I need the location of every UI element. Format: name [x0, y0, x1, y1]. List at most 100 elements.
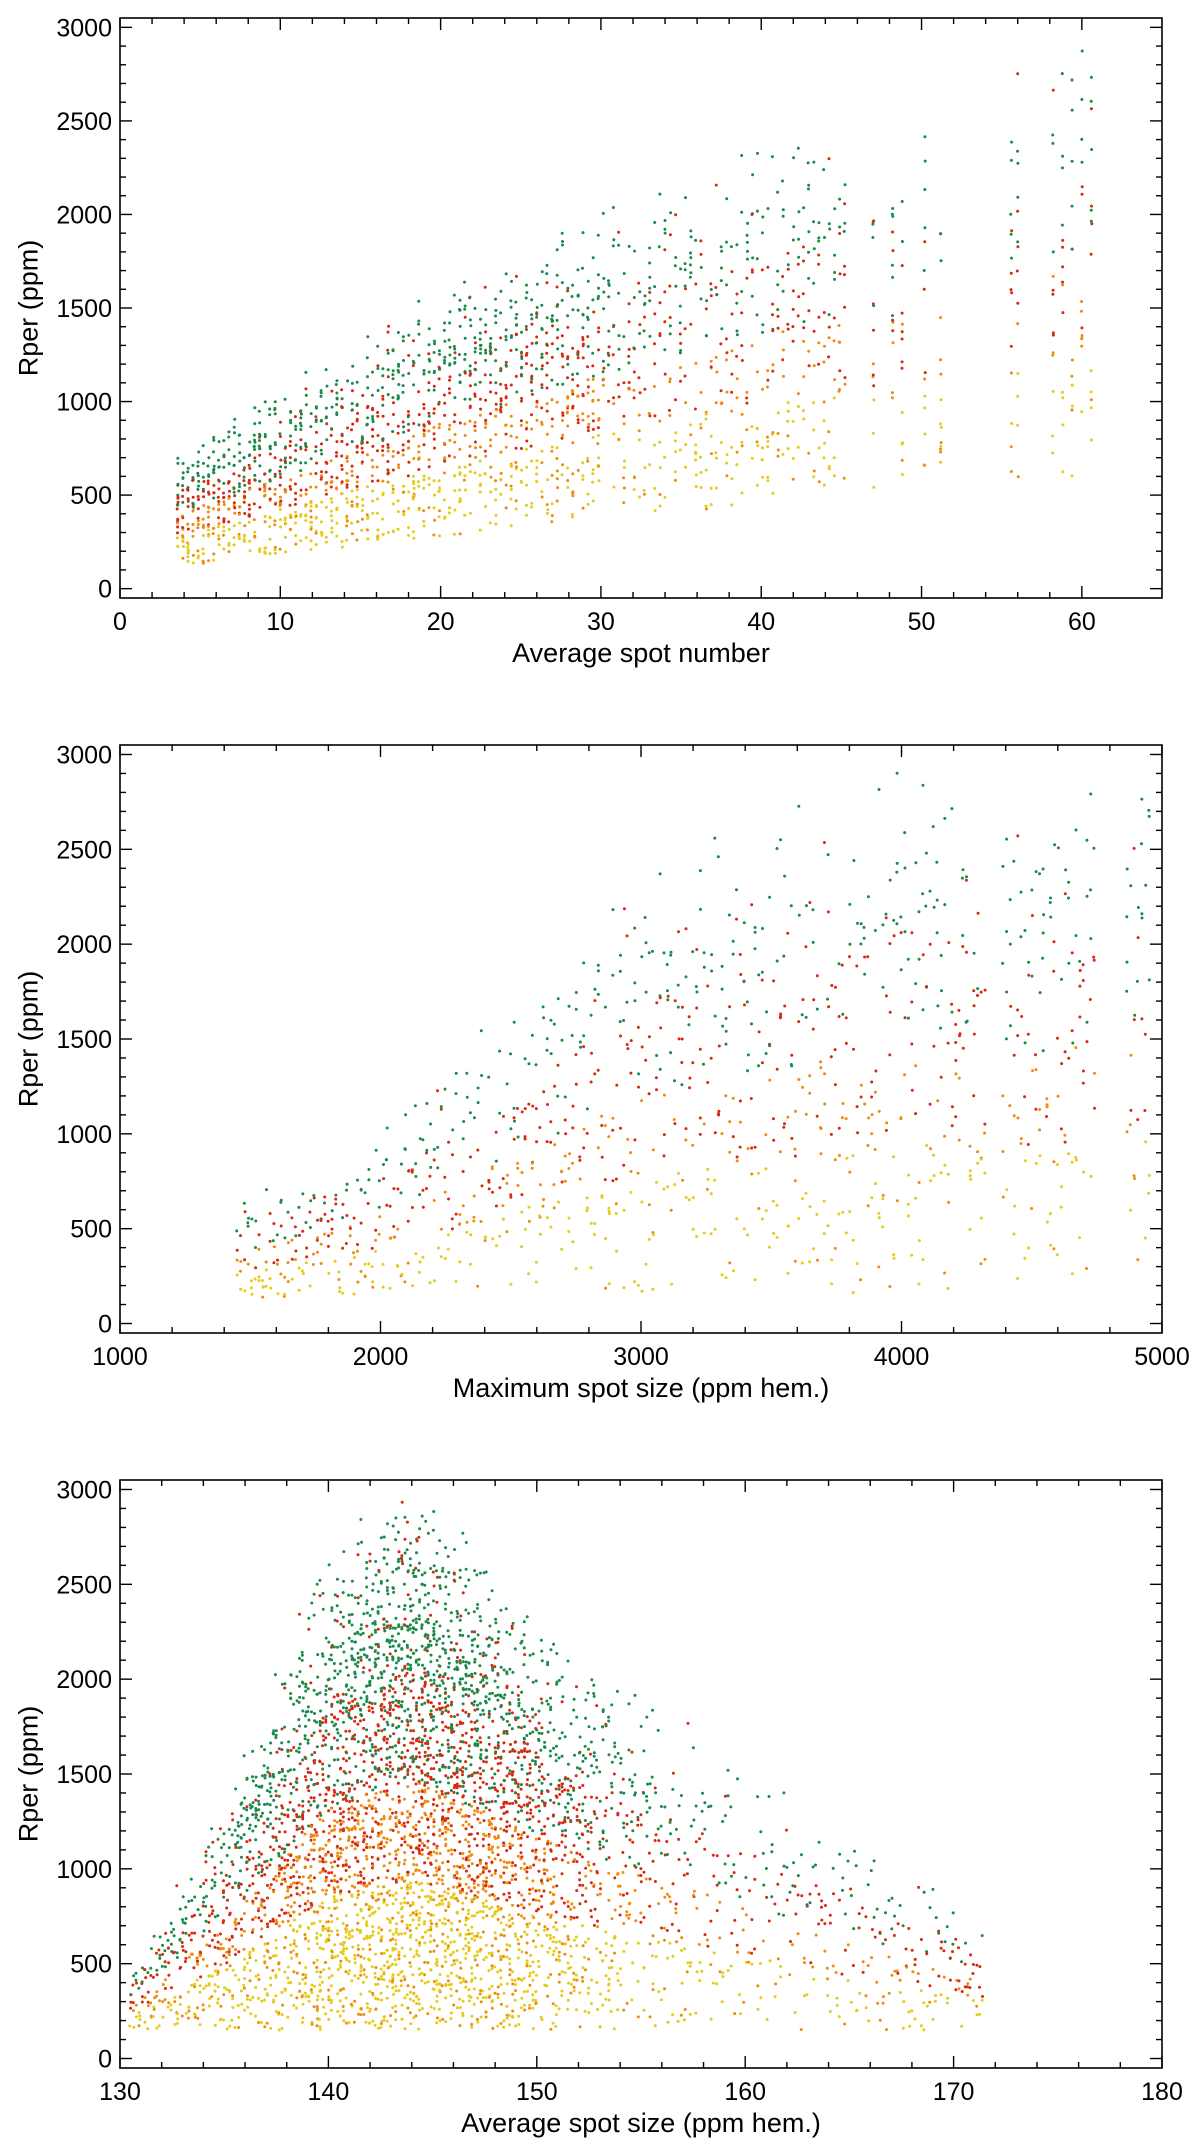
scatter-point	[301, 2002, 305, 2006]
scatter-point	[262, 1830, 266, 1834]
scatter-point	[304, 1976, 308, 1980]
scatter-point	[750, 1172, 754, 1176]
scatter-point	[283, 459, 287, 463]
scatter-point	[397, 362, 400, 366]
scatter-point	[766, 475, 770, 479]
scatter-point	[448, 321, 452, 325]
scatter-point	[437, 349, 441, 353]
scatter-point	[1081, 1081, 1085, 1085]
scatter-point	[412, 536, 416, 540]
scatter-point	[181, 500, 185, 504]
scatter-point	[297, 1288, 301, 1292]
scatter-point	[950, 1105, 954, 1109]
scatter-point	[213, 1933, 217, 1937]
scatter-point	[322, 1860, 325, 1864]
scatter-point	[637, 429, 641, 433]
scatter-point	[163, 1987, 167, 1990]
scatter-point	[725, 453, 729, 457]
scatter-point	[274, 1736, 278, 1740]
scatter-point	[283, 456, 287, 460]
scatter-point	[258, 547, 262, 551]
scatter-point	[578, 1155, 582, 1159]
scatter-point	[489, 351, 493, 355]
scatter-point	[151, 1975, 155, 1979]
scatter-point	[1070, 1160, 1074, 1164]
scatter-point	[437, 377, 441, 381]
scatter-point	[772, 1138, 776, 1142]
scatter-point	[299, 539, 303, 543]
scatter-point	[304, 1221, 308, 1224]
scatter-point	[292, 1875, 296, 1878]
scatter-point	[597, 479, 601, 483]
scatter-point	[265, 1992, 269, 1996]
scatter-point	[704, 334, 708, 337]
scatter-point	[651, 1148, 655, 1152]
scatter-point	[957, 1076, 961, 1080]
scatter-point	[353, 1704, 357, 1708]
scatter-point	[648, 463, 652, 467]
scatter-point	[509, 383, 513, 387]
scatter-point	[289, 1943, 293, 1947]
scatter-point	[827, 313, 831, 317]
scatter-point	[273, 406, 277, 410]
scatter-point	[698, 1047, 702, 1051]
scatter-point	[355, 480, 359, 484]
scatter-point	[1051, 141, 1055, 145]
scatter-point	[347, 1972, 350, 1976]
scatter-point	[432, 1199, 436, 1202]
scatter-point	[545, 263, 549, 267]
scatter-point	[163, 1998, 167, 2002]
scatter-point	[570, 295, 574, 298]
scatter-point	[279, 1272, 283, 1276]
scatter-point	[717, 1044, 721, 1048]
scatter-point	[350, 532, 354, 536]
scatter-point	[1085, 1267, 1088, 1270]
scatter-point	[454, 1071, 458, 1075]
scatter-point	[791, 477, 795, 481]
scatter-point	[336, 1731, 340, 1735]
scatter-point	[1089, 1174, 1093, 1178]
scatter-point	[589, 1221, 593, 1225]
scatter-point	[574, 1082, 578, 1086]
scatter-point	[1016, 1277, 1020, 1280]
scatter-point	[1061, 283, 1065, 287]
scatter-point	[235, 1229, 239, 1233]
scatter-point	[304, 387, 308, 391]
scatter-point	[776, 283, 780, 287]
scatter-point	[232, 501, 236, 505]
scatter-point	[315, 1970, 319, 1974]
scatter-point	[602, 290, 606, 294]
scatter-point	[309, 539, 313, 543]
scatter-point	[292, 1863, 296, 1867]
scatter-point	[318, 1983, 322, 1987]
scatter-point	[1016, 161, 1020, 165]
scatter-point	[479, 343, 483, 347]
scatter-point	[366, 386, 370, 390]
scatter-point	[561, 365, 565, 369]
scatter-point	[520, 1210, 524, 1214]
scatter-point	[321, 1721, 324, 1724]
scatter-point	[327, 1988, 331, 1992]
scatter-point	[309, 501, 313, 505]
scatter-point	[676, 1005, 680, 1009]
scatter-point	[524, 325, 528, 328]
scatter-point	[516, 1166, 520, 1170]
scatter-point	[161, 1943, 164, 1947]
scatter-point	[566, 486, 570, 489]
scatter-point	[568, 1152, 572, 1156]
scatter-point	[566, 357, 570, 361]
scatter-point	[277, 1747, 281, 1751]
scatter-point	[321, 1847, 325, 1851]
scatter-point	[195, 1978, 199, 1982]
scatter-point	[307, 1718, 311, 1722]
scatter-point	[341, 2009, 345, 2013]
scatter-point	[339, 1965, 343, 1969]
scatter-point	[972, 951, 976, 955]
scatter-point	[227, 550, 231, 554]
scatter-point	[202, 1882, 206, 1885]
scatter-point	[673, 1079, 676, 1083]
scatter-point	[640, 955, 644, 959]
scatter-point	[313, 1712, 316, 1715]
scatter-point	[848, 955, 851, 959]
scatter-point	[1143, 1236, 1147, 1240]
